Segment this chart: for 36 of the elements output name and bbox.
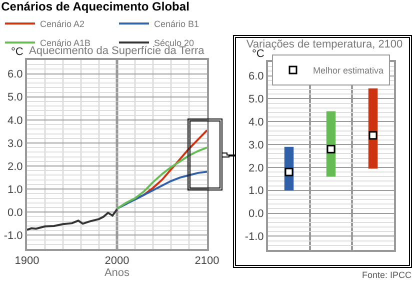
y-tick-label: 3.0 <box>248 139 264 152</box>
x-tick-label: 1900 <box>14 255 40 268</box>
point <box>326 144 336 154</box>
y-tick-label: 4.0 <box>8 114 23 127</box>
chart-subtitle: Aquecimento da Superfície da Terra <box>29 45 206 57</box>
y-tick-label: 6.0 <box>248 70 264 83</box>
y-tick-label: 2.0 <box>248 162 264 174</box>
y-axis-title: °C <box>252 48 264 60</box>
point <box>284 168 294 176</box>
x-tick-label: 2000 <box>104 255 130 268</box>
chart-title: Variações de temperatura, 2100 <box>246 38 403 51</box>
y-tick-label: 0.0 <box>8 206 23 219</box>
y-tick-label: 4.0 <box>248 116 264 128</box>
bar <box>368 88 378 169</box>
line-series <box>27 208 118 231</box>
legend-label: Cenário B1 <box>154 19 200 30</box>
y-tick-label: 2.0 <box>8 160 23 173</box>
y-tick-label: 1.0 <box>8 184 23 196</box>
chart-title: Cenários de Aquecimento Global <box>1 0 190 14</box>
source-note: Fonte: IPCC <box>362 270 412 280</box>
line-series <box>116 146 207 210</box>
x-tick-label: 2100 <box>194 255 220 268</box>
y-tick-label: 5.0 <box>8 92 23 104</box>
y-tick-label: -1.0 <box>244 231 264 244</box>
y-axis-title: °C <box>11 46 24 58</box>
y-tick-label: 3.0 <box>8 138 23 150</box>
y-tick-label: 1.0 <box>248 185 264 198</box>
y-tick-label: 6.0 <box>8 68 23 81</box>
y-tick-label: -1.0 <box>4 230 23 242</box>
line-series <box>116 170 207 210</box>
x-axis-title: Anos <box>104 267 130 280</box>
y-tick-label: 0.0 <box>248 208 264 220</box>
legend-label: Melhor estimativa <box>313 65 384 76</box>
legend-label: Cenário A2 <box>40 19 85 30</box>
y-tick-label: 5.0 <box>248 94 264 106</box>
point <box>368 131 378 140</box>
